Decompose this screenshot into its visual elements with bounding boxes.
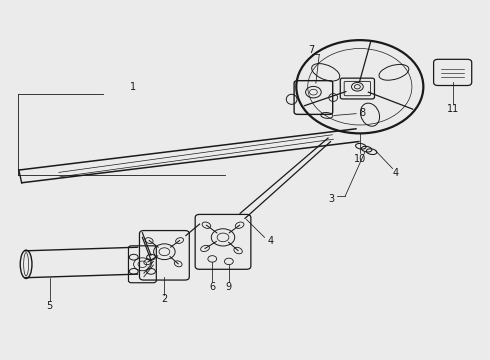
Text: 2: 2 xyxy=(161,294,168,305)
Text: 9: 9 xyxy=(226,282,232,292)
Text: 4: 4 xyxy=(393,168,399,178)
Text: 7: 7 xyxy=(308,45,314,55)
Text: 11: 11 xyxy=(446,104,459,114)
Text: 4: 4 xyxy=(268,236,273,246)
Text: 6: 6 xyxy=(209,282,215,292)
Text: 5: 5 xyxy=(47,301,53,311)
Text: 10: 10 xyxy=(354,154,366,164)
Text: 1: 1 xyxy=(129,82,136,93)
Text: 3: 3 xyxy=(328,194,334,204)
Text: 8: 8 xyxy=(359,108,365,118)
